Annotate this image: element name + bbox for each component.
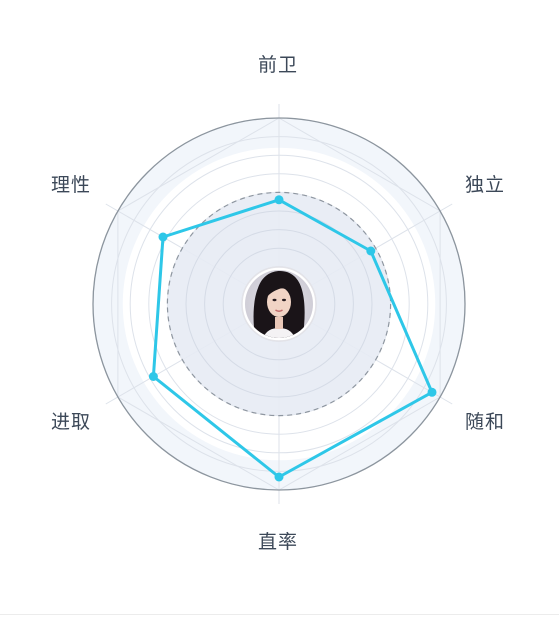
outer-ring: [92, 117, 466, 491]
axis-label-jinqu: 进取: [51, 411, 92, 433]
axis-label-qianwei: 前卫: [258, 54, 299, 76]
reference-grid-ring: [185, 210, 373, 398]
reference-grid-ring: [222, 247, 336, 361]
avatar-left-eye: [272, 298, 277, 302]
avatar-shoulders: [262, 328, 296, 338]
data-point-4: [274, 472, 284, 482]
axis-label-lixing: 理性: [51, 174, 92, 196]
axis-label-duli: 独立: [465, 174, 506, 196]
data-point-6: [158, 232, 168, 242]
avatar-neck: [275, 317, 283, 329]
data-point-3: [427, 387, 437, 397]
data-point-2: [366, 246, 376, 256]
reference-grid-ring: [204, 229, 354, 379]
series-layer: [148, 195, 437, 482]
data-point-1: [274, 195, 284, 205]
avatar-fringe: [266, 281, 293, 298]
bottom-divider: [0, 614, 559, 615]
avatar-mouth: [275, 309, 283, 312]
avatar-face: [267, 287, 291, 317]
axis-label-zhishuai: 直率: [258, 531, 299, 553]
center-avatar: [241, 266, 317, 342]
axis-label-suihe: 随和: [465, 411, 506, 433]
avatar-right-eye: [282, 298, 286, 302]
data-point-5: [148, 372, 158, 381]
